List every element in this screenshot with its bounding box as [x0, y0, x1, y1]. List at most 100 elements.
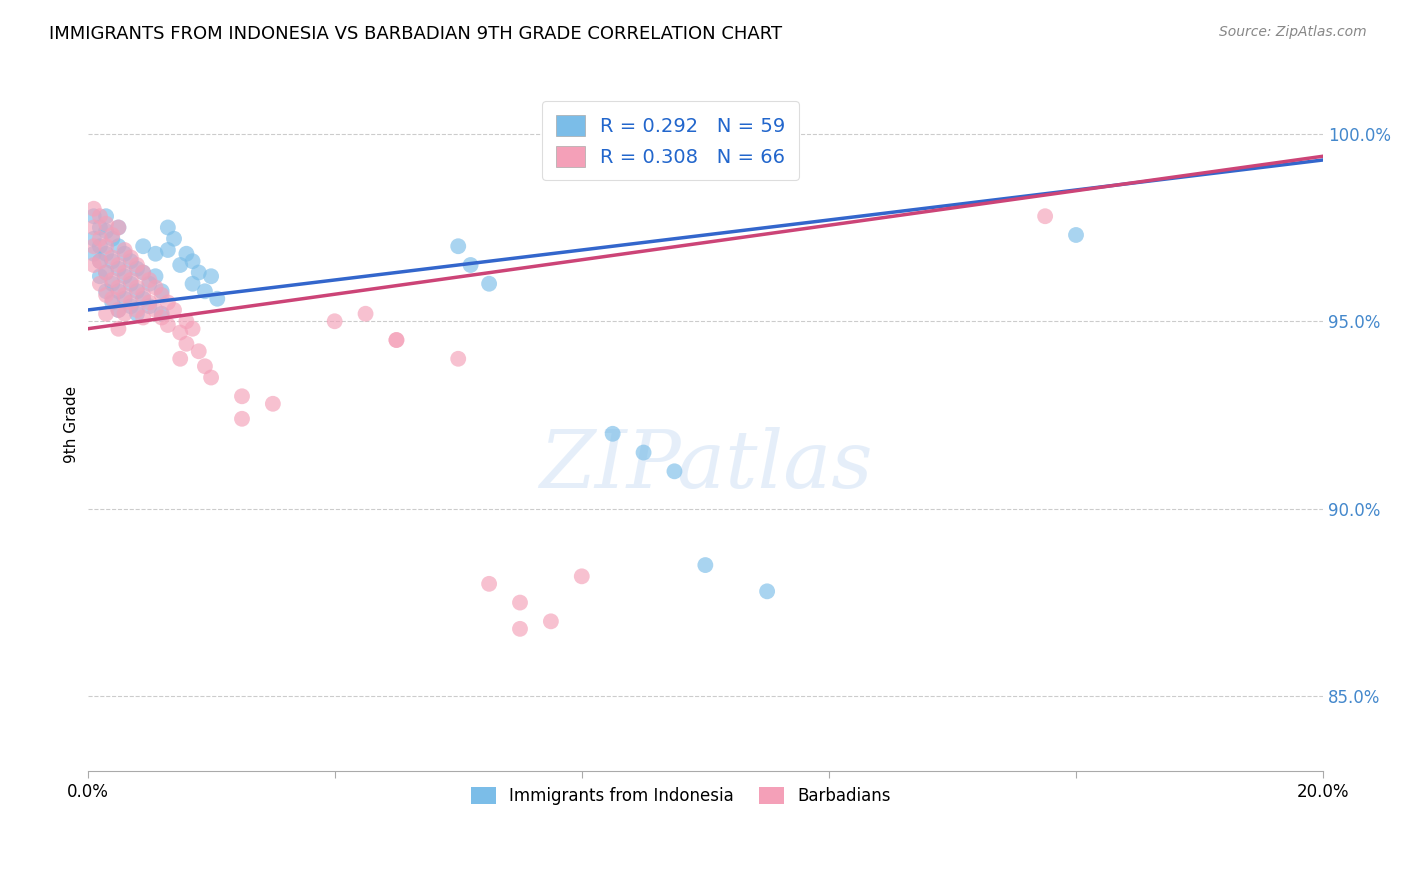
Point [138, 277, 160, 291]
Point [138, 295, 160, 310]
Point [176, 314, 198, 328]
Point [89, 254, 111, 268]
Point [169, 351, 191, 366]
Point [94, 239, 117, 253]
Point [83, 246, 105, 260]
Point [94, 288, 117, 302]
Point [94, 217, 117, 231]
Point [150, 285, 173, 299]
Point [107, 220, 129, 235]
Point [120, 277, 142, 291]
Point [114, 269, 136, 284]
Point [107, 239, 129, 253]
Point [571, 569, 593, 583]
Point [145, 303, 167, 318]
Legend: Immigrants from Indonesia, Barbadians: Immigrants from Indonesia, Barbadians [461, 777, 901, 815]
Point [83, 239, 105, 253]
Point [107, 322, 129, 336]
Point [187, 344, 209, 359]
Point [120, 254, 142, 268]
Point [125, 261, 148, 276]
Point [231, 389, 253, 403]
Point [194, 285, 217, 299]
Text: IMMIGRANTS FROM INDONESIA VS BARBADIAN 9TH GRADE CORRELATION CHART: IMMIGRANTS FROM INDONESIA VS BARBADIAN 9… [49, 25, 782, 43]
Point [120, 299, 142, 313]
Point [89, 220, 111, 235]
Y-axis label: 9th Grade: 9th Grade [65, 386, 79, 463]
Point [132, 292, 155, 306]
Point [101, 292, 124, 306]
Point [323, 314, 346, 328]
Point [107, 303, 129, 318]
Point [478, 577, 501, 591]
Point [150, 310, 173, 325]
Point [509, 596, 531, 610]
Point [181, 277, 204, 291]
Point [94, 224, 117, 238]
Point [194, 359, 217, 374]
Point [354, 307, 377, 321]
Text: Source: ZipAtlas.com: Source: ZipAtlas.com [1219, 25, 1367, 39]
Point [176, 246, 198, 260]
Point [125, 303, 148, 318]
Point [114, 288, 136, 302]
Point [107, 285, 129, 299]
Point [101, 232, 124, 246]
Point [169, 326, 191, 340]
Point [385, 333, 408, 347]
Point [83, 220, 105, 235]
Point [262, 397, 284, 411]
Point [509, 622, 531, 636]
Point [138, 299, 160, 313]
Point [125, 280, 148, 294]
Point [132, 265, 155, 279]
Point [114, 265, 136, 279]
Point [101, 277, 124, 291]
Point [540, 615, 562, 629]
Point [478, 277, 501, 291]
Point [156, 318, 179, 332]
Point [94, 265, 117, 279]
Point [156, 295, 179, 310]
Point [83, 258, 105, 272]
Point [120, 273, 142, 287]
Point [107, 258, 129, 272]
Point [145, 280, 167, 294]
Point [120, 251, 142, 265]
Point [150, 307, 173, 321]
Point [101, 251, 124, 265]
Point [1033, 209, 1056, 223]
Point [176, 336, 198, 351]
Point [125, 307, 148, 321]
Point [101, 295, 124, 310]
Point [231, 411, 253, 425]
Point [83, 232, 105, 246]
Point [83, 209, 105, 223]
Point [181, 322, 204, 336]
Point [101, 273, 124, 287]
Point [89, 254, 111, 268]
Point [695, 558, 717, 572]
Point [120, 295, 142, 310]
Point [107, 280, 129, 294]
Point [89, 239, 111, 253]
Point [89, 232, 111, 246]
Point [114, 307, 136, 321]
Point [107, 220, 129, 235]
Point [447, 239, 470, 253]
Point [181, 254, 204, 268]
Point [187, 265, 209, 279]
Point [156, 220, 179, 235]
Point [107, 261, 129, 276]
Point [94, 209, 117, 223]
Point [145, 246, 167, 260]
Point [94, 265, 117, 279]
Point [145, 269, 167, 284]
Point [1064, 227, 1087, 242]
Point [94, 246, 117, 260]
Text: ZIPatlas: ZIPatlas [538, 427, 872, 505]
Point [169, 258, 191, 272]
Point [138, 273, 160, 287]
Point [460, 258, 482, 272]
Point [156, 243, 179, 257]
